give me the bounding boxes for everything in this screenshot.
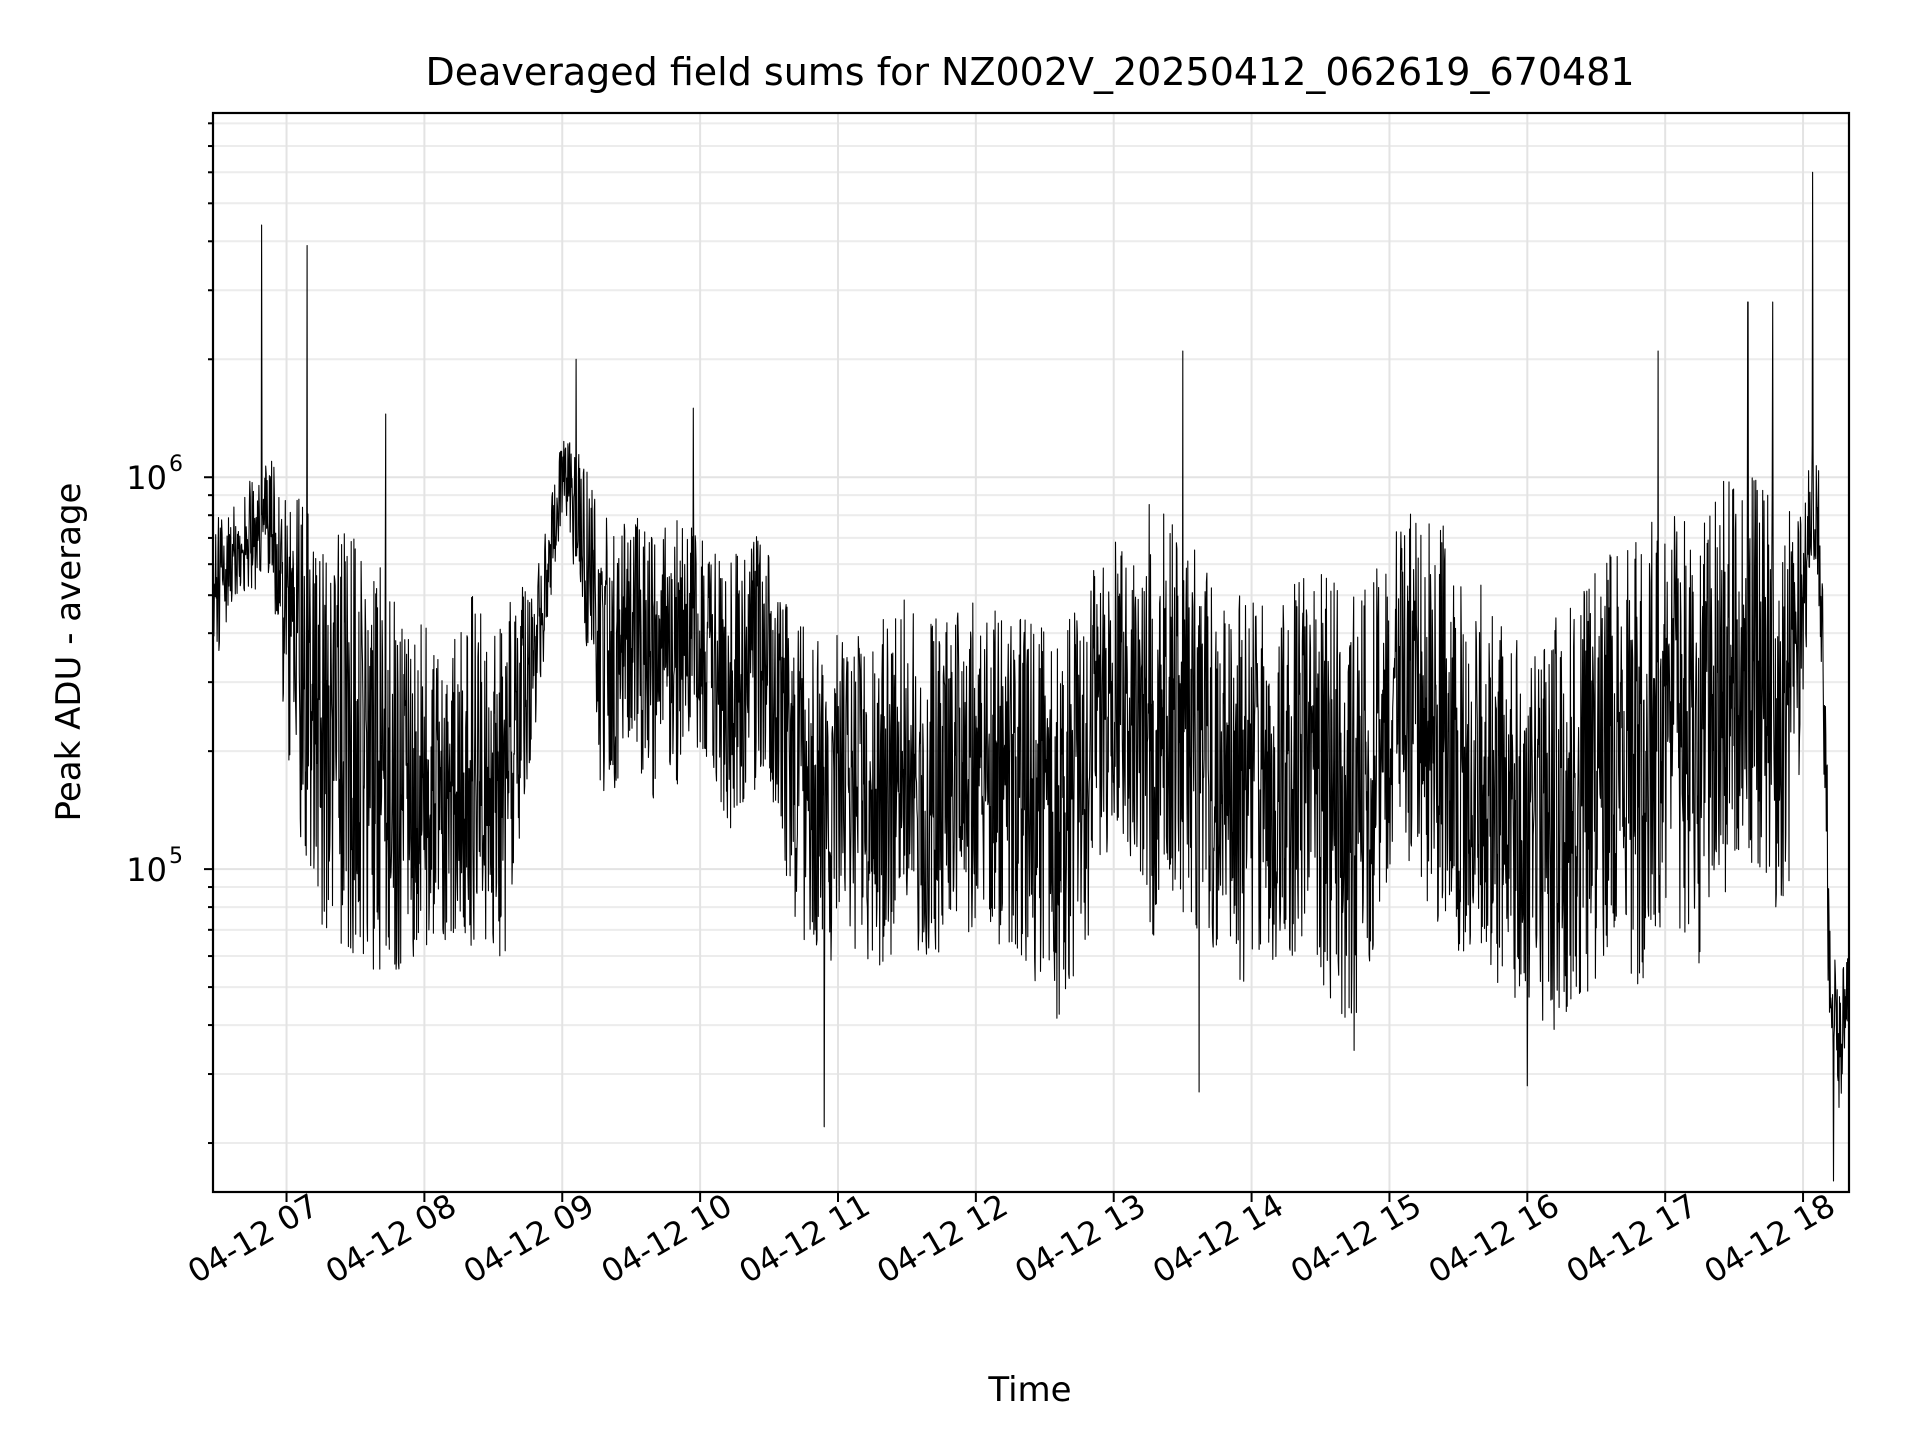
plot-frame <box>211 111 1851 1194</box>
x-axis-label: Time <box>987 1370 1071 1410</box>
x-tick-label: 04-12 18 <box>1698 1186 1842 1291</box>
y-tick-exponent: 5 <box>169 844 183 869</box>
x-tick-label: 04-12 13 <box>1008 1186 1152 1291</box>
x-tick-label: 04-12 15 <box>1284 1186 1428 1291</box>
chart-title: Deaveraged field sums for NZ002V_2025041… <box>425 50 1634 94</box>
x-tick-label: 04-12 10 <box>595 1186 739 1291</box>
x-tick-label: 04-12 12 <box>871 1186 1015 1291</box>
x-tick-label: 04-12 07 <box>181 1186 325 1291</box>
series <box>212 171 1850 1182</box>
x-tick-label: 04-12 11 <box>733 1186 877 1291</box>
y-tick-label: 10 <box>126 459 167 497</box>
x-tick-label: 04-12 09 <box>457 1186 601 1291</box>
y-axis-label: Peak ADU - average <box>49 483 89 822</box>
series-line <box>212 171 1850 1182</box>
x-tick-label: 04-12 08 <box>319 1186 463 1291</box>
x-tick-label: 04-12 17 <box>1560 1186 1704 1291</box>
x-tick-label: 04-12 16 <box>1422 1186 1566 1291</box>
y-tick-exponent: 6 <box>169 452 183 477</box>
x-tick-label: 04-12 14 <box>1146 1186 1290 1291</box>
y-tick-label: 10 <box>126 851 167 889</box>
